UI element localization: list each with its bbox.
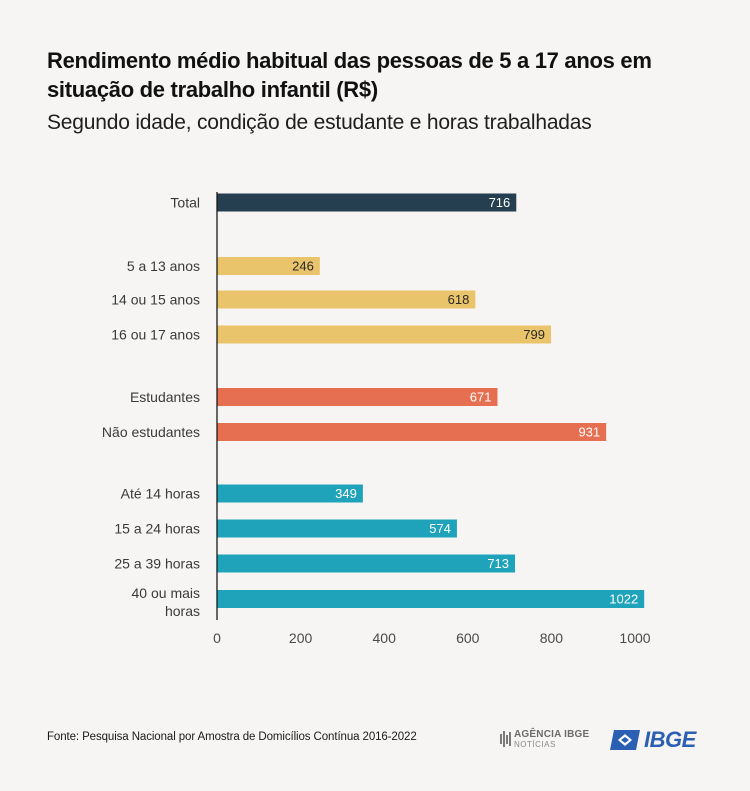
bar-estudantes xyxy=(217,388,498,406)
x-tick-1000: 1000 xyxy=(619,630,650,646)
x-tick-600: 600 xyxy=(456,630,480,646)
value-label-total: 716 xyxy=(489,195,511,210)
value-label-15-a-24-horas: 574 xyxy=(429,521,451,536)
agencia-logo-text: AGÊNCIA IBGE xyxy=(514,729,590,740)
ibge-logo-text: IBGE xyxy=(644,727,696,752)
x-ticks-layer: 0 200 400 600 800 1000 xyxy=(213,630,651,646)
category-label-5-a-13-anos: 5 a 13 anos xyxy=(127,258,200,274)
value-label-40-ou-mais-horas: 1022 xyxy=(609,592,638,607)
category-label-16-ou-17-anos: 16 ou 17 anos xyxy=(111,327,200,343)
ibge-logo-icon xyxy=(610,730,640,750)
agencia-logo-icon xyxy=(500,731,511,747)
x-tick-800: 800 xyxy=(540,630,564,646)
category-label-estudantes: Estudantes xyxy=(130,389,200,405)
category-label-nao-estudantes: Não estudantes xyxy=(102,424,200,440)
category-label-total: Total xyxy=(170,195,200,211)
value-label-25-a-39-horas: 713 xyxy=(487,556,509,571)
value-label-5-a-13-anos: 246 xyxy=(292,259,314,274)
ibge-logo[interactable]: IBGE xyxy=(608,727,703,753)
bar-40-ou-mais-horas xyxy=(217,590,645,608)
category-label-ate-14-horas: Até 14 horas xyxy=(121,486,200,502)
bar-14-ou-15-anos xyxy=(217,290,476,309)
bar-15-a-24-horas xyxy=(217,519,457,538)
bar-nao-estudantes xyxy=(217,423,607,441)
value-label-14-ou-15-anos: 618 xyxy=(448,292,470,307)
x-tick-0: 0 xyxy=(213,630,221,646)
bar-5-a-13-anos xyxy=(217,257,320,275)
chart-title: Rendimento médio habitual das pessoas de… xyxy=(47,48,652,102)
category-label-40-ou-mais-horas: 40 ou mais horas xyxy=(132,585,200,619)
source-note: Fonte: Pesquisa Nacional por Amostra de … xyxy=(47,731,417,743)
agencia-ibge-logo[interactable]: AGÊNCIA IBGE NOTÍCIAS xyxy=(500,728,600,752)
x-tick-400: 400 xyxy=(373,630,397,646)
chart-subtitle: Segundo idade, condição de estudante e h… xyxy=(47,111,592,134)
bars-layer: 716 Total 246 5 a 13 anos 618 14 ou 15 anos 79… xyxy=(102,193,645,619)
agencia-logo-subtext: NOTÍCIAS xyxy=(514,740,556,749)
bar-total xyxy=(217,193,517,212)
value-label-ate-14-horas: 349 xyxy=(335,486,357,501)
value-label-nao-estudantes: 931 xyxy=(578,425,600,440)
value-label-16-ou-17-anos: 799 xyxy=(523,327,545,342)
category-label-25-a-39-horas: 25 a 39 horas xyxy=(114,556,200,572)
bar-16-ou-17-anos xyxy=(217,325,551,344)
bar-chart: 716 Total 246 5 a 13 anos 618 14 ou 15 anos 79… xyxy=(102,192,651,646)
category-label-15-a-24-horas: 15 a 24 horas xyxy=(114,521,200,537)
category-label-14-ou-15-anos: 14 ou 15 anos xyxy=(111,292,200,308)
x-tick-200: 200 xyxy=(289,630,313,646)
bar-25-a-39-horas xyxy=(217,554,516,573)
bar-ate-14-horas xyxy=(217,484,363,503)
value-label-estudantes: 671 xyxy=(470,390,492,405)
